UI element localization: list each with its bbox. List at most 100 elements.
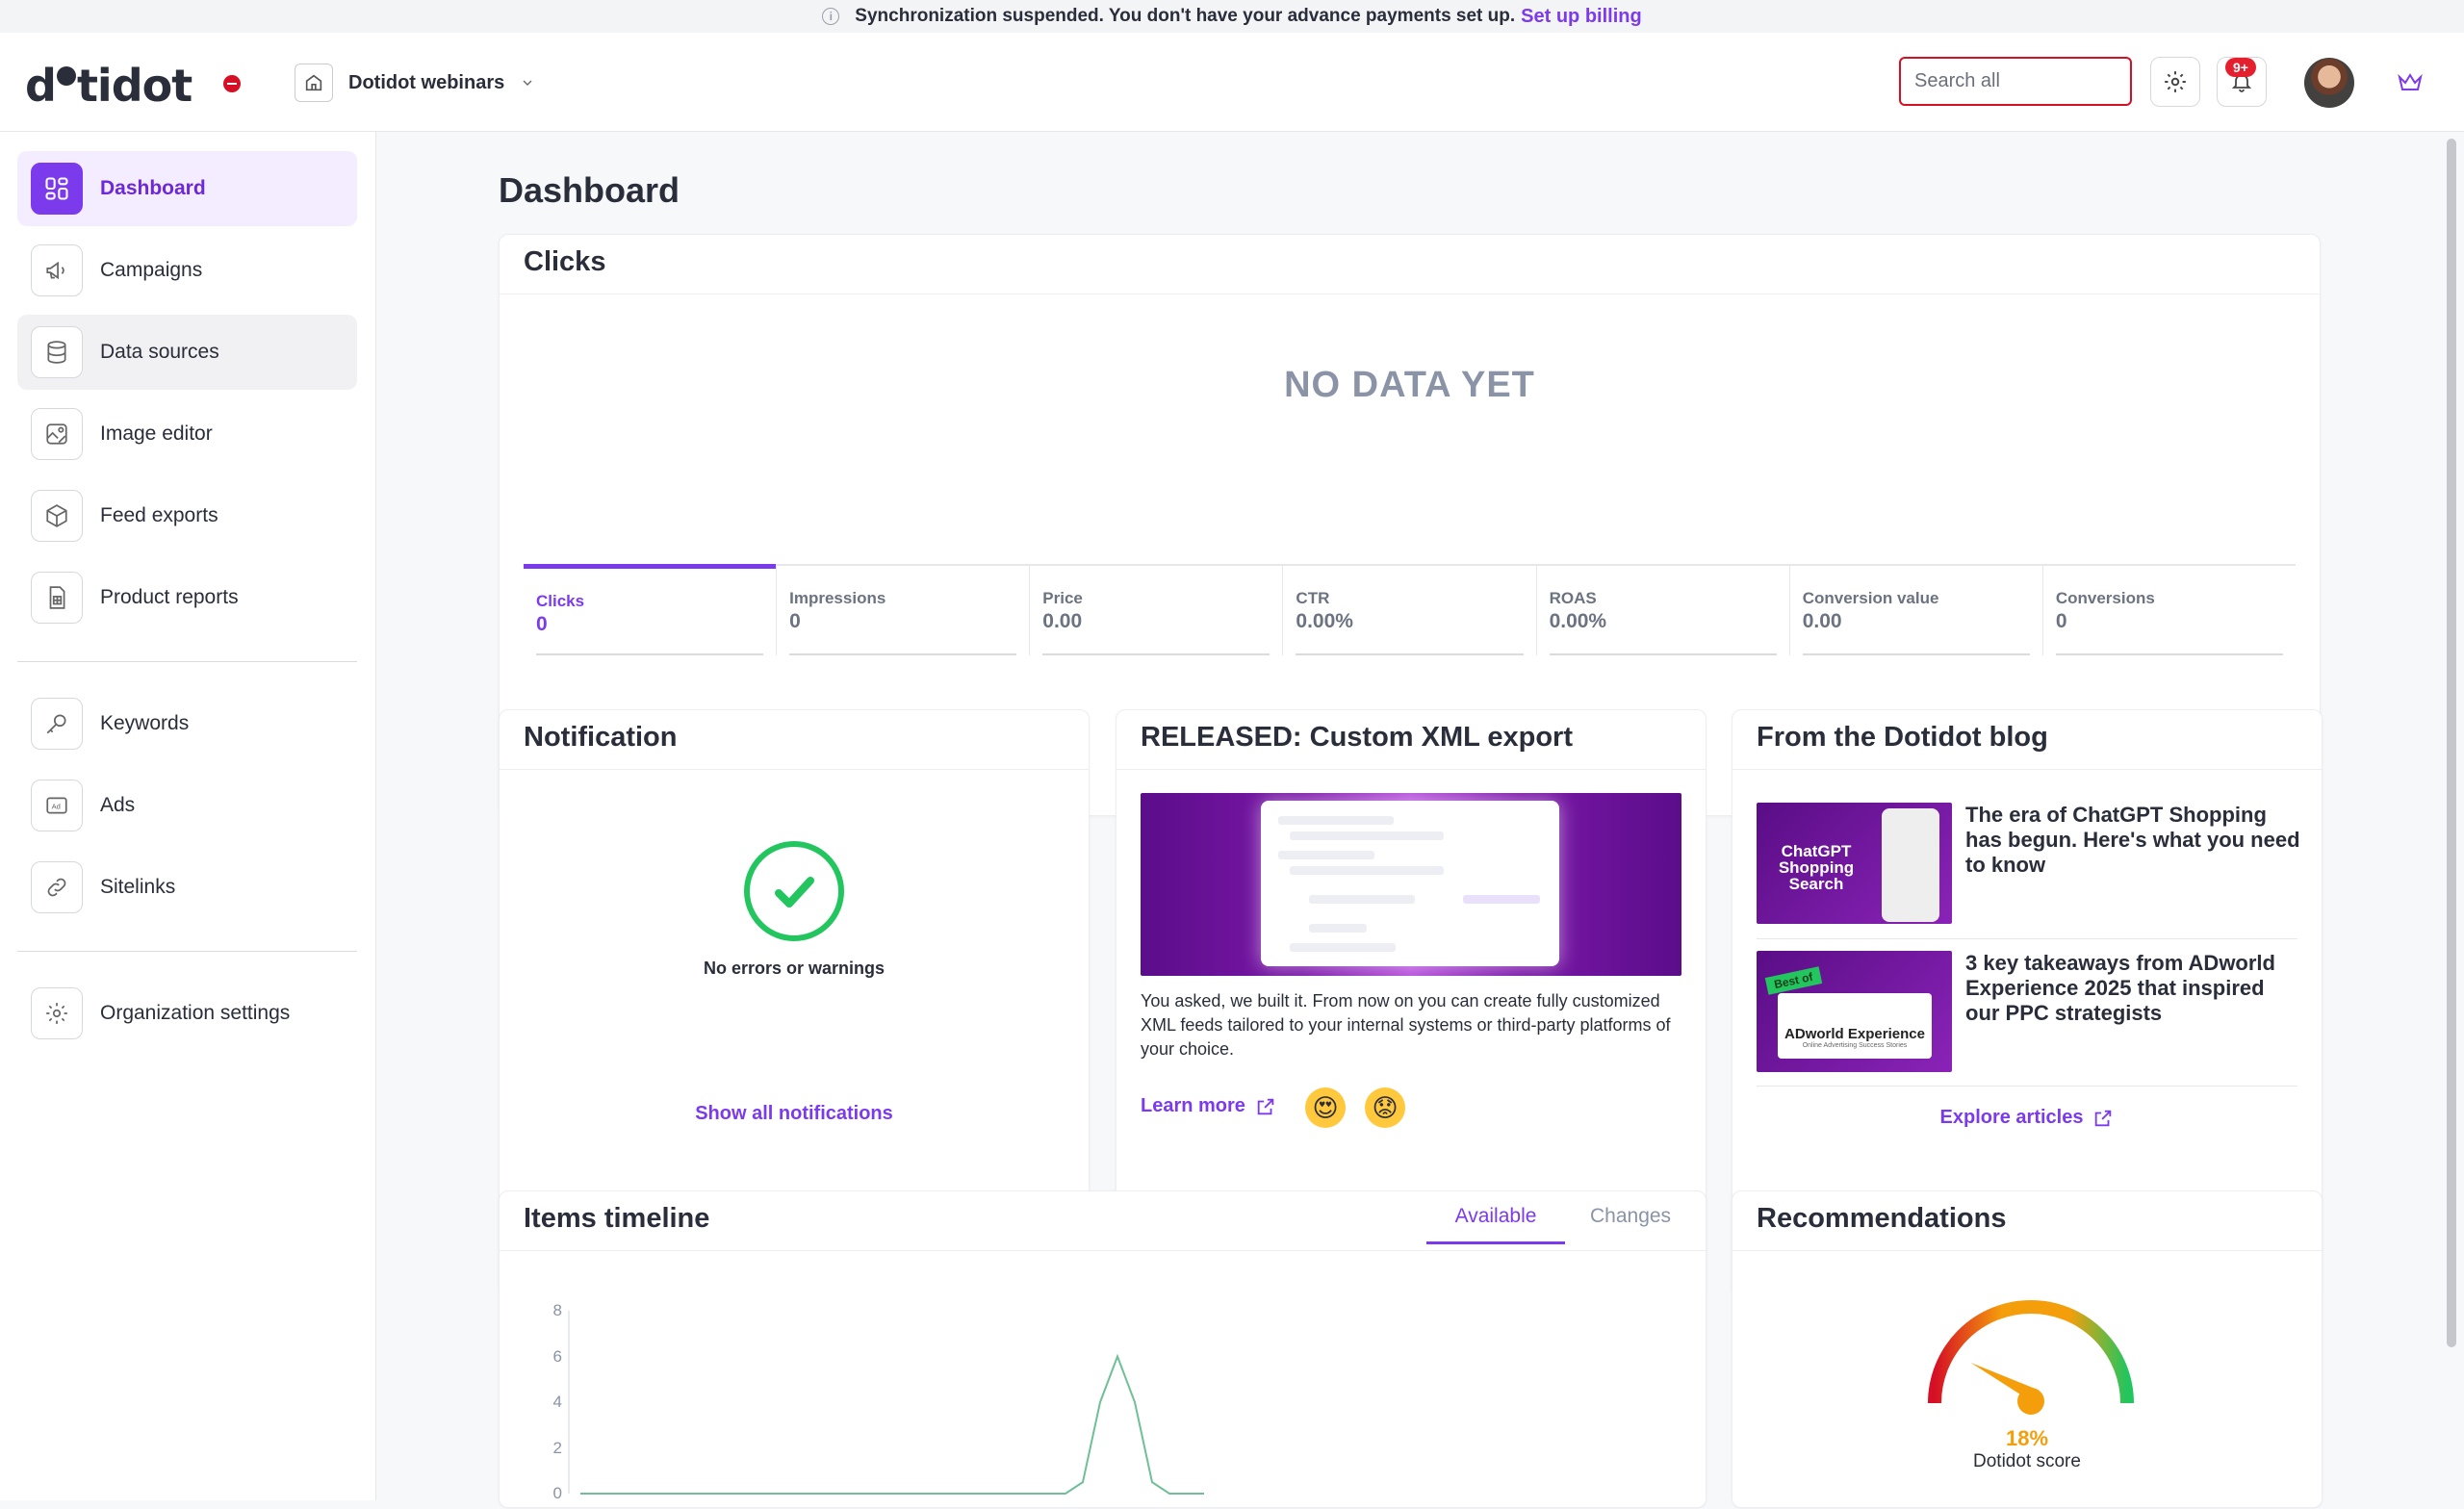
- no-errors-text: No errors or warnings: [703, 959, 886, 978]
- metric-tab-conversion-value[interactable]: Conversion value 0.00: [1788, 566, 2042, 655]
- metric-label: Price: [1042, 589, 1083, 607]
- card-title: From the Dotidot blog: [1732, 710, 2322, 770]
- blog-article-title[interactable]: 3 key takeaways from ADworld Experience …: [1965, 951, 2275, 1025]
- svg-text:Ad: Ad: [52, 802, 61, 810]
- thumbnail-text: ADworld Experience: [1784, 1026, 1925, 1042]
- y-tick-label: 4: [552, 1393, 562, 1411]
- dotidot-logo[interactable]: d tidot: [25, 60, 192, 112]
- sidebar-item-campaigns[interactable]: Campaigns: [17, 233, 357, 308]
- sidebar-item-label: Image editor: [100, 422, 213, 445]
- sidebar-item-label: Sitelinks: [100, 876, 176, 898]
- sidebar-item-label: Campaigns: [100, 259, 203, 281]
- metric-tab-price[interactable]: Price 0.00: [1029, 566, 1282, 655]
- card-title: Clicks: [500, 235, 2320, 294]
- y-tick-label: 2: [552, 1438, 562, 1457]
- learn-more-link[interactable]: Learn more: [1141, 1095, 1276, 1117]
- metric-tab-clicks[interactable]: Clicks 0: [524, 564, 777, 655]
- timeline-chart: 8 6 4 2 0: [500, 1251, 1706, 1509]
- sidebar-divider: [17, 951, 357, 952]
- metric-label: Conversions: [2055, 589, 2155, 607]
- metric-label: Impressions: [789, 589, 886, 607]
- megaphone-icon: [31, 244, 83, 296]
- sidebar-item-organization-settings[interactable]: Organization settings: [17, 976, 357, 1051]
- workspace-switcher[interactable]: Dotidot webinars: [295, 64, 535, 102]
- sidebar-item-ads[interactable]: Ad Ads: [17, 768, 357, 843]
- user-avatar[interactable]: [2304, 58, 2354, 108]
- y-tick-label: 0: [552, 1484, 562, 1502]
- metric-value: 0.00%: [1296, 610, 1353, 632]
- blog-article-title[interactable]: The era of ChatGPT Shopping has begun. H…: [1965, 803, 2300, 877]
- ad-icon: Ad: [31, 780, 83, 831]
- thumbnail-subtext: Online Advertising Success Stories: [1802, 1042, 1908, 1049]
- heart-eyes-emoji-icon[interactable]: 😍: [1305, 1087, 1346, 1128]
- link-icon: [31, 861, 83, 913]
- xml-export-image: [1141, 793, 1681, 976]
- explore-articles-link[interactable]: Explore articles: [1732, 1107, 2322, 1129]
- card-title: Recommendations: [1732, 1191, 2322, 1251]
- items-timeline-card: Items timeline Available Changes 8 6 4 2 0: [499, 1190, 1707, 1508]
- page-scrollbar[interactable]: [2447, 139, 2456, 1347]
- sidebar-item-label: Organization settings: [100, 1002, 291, 1024]
- thumbnail-badge: Best of: [1764, 966, 1822, 995]
- crown-icon[interactable]: [2397, 71, 2424, 94]
- metric-label: ROAS: [1549, 589, 1597, 607]
- metric-tab-ctr[interactable]: CTR 0.00%: [1282, 566, 1535, 655]
- metric-label: Conversion value: [1802, 589, 1939, 607]
- explore-articles-label: Explore articles: [1939, 1107, 2084, 1128]
- chart-plot: [568, 1311, 1204, 1495]
- sidebar-item-image-editor[interactable]: Image editor: [17, 396, 357, 472]
- sidebar-item-label: Dashboard: [100, 177, 206, 199]
- sidebar-item-keywords[interactable]: Keywords: [17, 686, 357, 761]
- metric-tab-impressions[interactable]: Impressions 0: [776, 566, 1029, 655]
- sidebar: Dashboard Campaigns Data sources Image e…: [0, 132, 376, 1500]
- sidebar-item-sitelinks[interactable]: Sitelinks: [17, 850, 357, 925]
- metric-tab-roas[interactable]: ROAS 0.00%: [1535, 566, 1789, 655]
- sidebar-item-label: Ads: [100, 794, 136, 816]
- metric-value: 0.00%: [1549, 610, 1607, 632]
- blog-thumbnail[interactable]: Best of ADworld Experience Online Advert…: [1757, 951, 1952, 1072]
- settings-button[interactable]: [2150, 57, 2200, 107]
- metric-label: CTR: [1296, 589, 1330, 607]
- status-indicator-icon[interactable]: [223, 75, 241, 92]
- tab-available[interactable]: Available: [1426, 1205, 1565, 1244]
- tab-changes[interactable]: Changes: [1590, 1205, 1672, 1227]
- card-title: RELEASED: Custom XML export: [1116, 710, 1706, 770]
- sidebar-item-label: Product reports: [100, 586, 239, 608]
- metric-value: 0: [789, 610, 801, 632]
- metric-value: 0: [2055, 610, 2067, 632]
- no-data-text: NO DATA YET: [1284, 365, 1535, 405]
- show-all-notifications-link[interactable]: Show all notifications: [695, 1103, 893, 1124]
- home-icon: [295, 64, 333, 102]
- sidebar-item-label: Feed exports: [100, 504, 218, 526]
- check-circle-icon: [744, 841, 844, 941]
- sidebar-item-data-sources[interactable]: Data sources: [17, 315, 357, 390]
- external-link-icon: [2095, 1110, 2112, 1126]
- main-content: Dashboard Clicks NO DATA YET Clicks 0 Imp…: [376, 132, 2446, 1508]
- database-icon: [31, 326, 83, 378]
- metric-tab-conversions[interactable]: Conversions 0: [2041, 566, 2296, 655]
- gear-icon: [2165, 71, 2186, 92]
- metric-value: 0.00: [1042, 610, 1083, 632]
- sidebar-item-dashboard[interactable]: Dashboard: [17, 151, 357, 226]
- setup-billing-link[interactable]: Set up billing: [1521, 5, 1642, 27]
- metric-value: 0: [536, 613, 548, 635]
- page-title: Dashboard: [499, 170, 680, 210]
- box-export-icon: [31, 490, 83, 542]
- search-input[interactable]: [1899, 57, 2132, 106]
- chevron-down-icon: [523, 80, 532, 86]
- sidebar-item-feed-exports[interactable]: Feed exports: [17, 478, 357, 553]
- gauge-needle: [1970, 1362, 2044, 1415]
- blog-thumbnail[interactable]: ChatGPT Shopping Search: [1757, 803, 1952, 924]
- y-tick-label: 6: [552, 1346, 562, 1366]
- y-tick-label: 8: [552, 1301, 562, 1319]
- notification-badge: 9+: [2225, 58, 2256, 77]
- banner-message: Synchronization suspended. You don't hav…: [855, 6, 1516, 26]
- card-title: Items timeline: [500, 1191, 1706, 1251]
- sidebar-item-product-reports[interactable]: Product reports: [17, 560, 357, 635]
- report-icon: [31, 572, 83, 624]
- recommendations-card: Recommendations 18% Dotidot score: [1732, 1190, 2323, 1508]
- key-icon: [31, 698, 83, 750]
- workspace-name: Dotidot webinars: [348, 71, 505, 93]
- sad-face-emoji-icon[interactable]: 😟: [1365, 1087, 1405, 1128]
